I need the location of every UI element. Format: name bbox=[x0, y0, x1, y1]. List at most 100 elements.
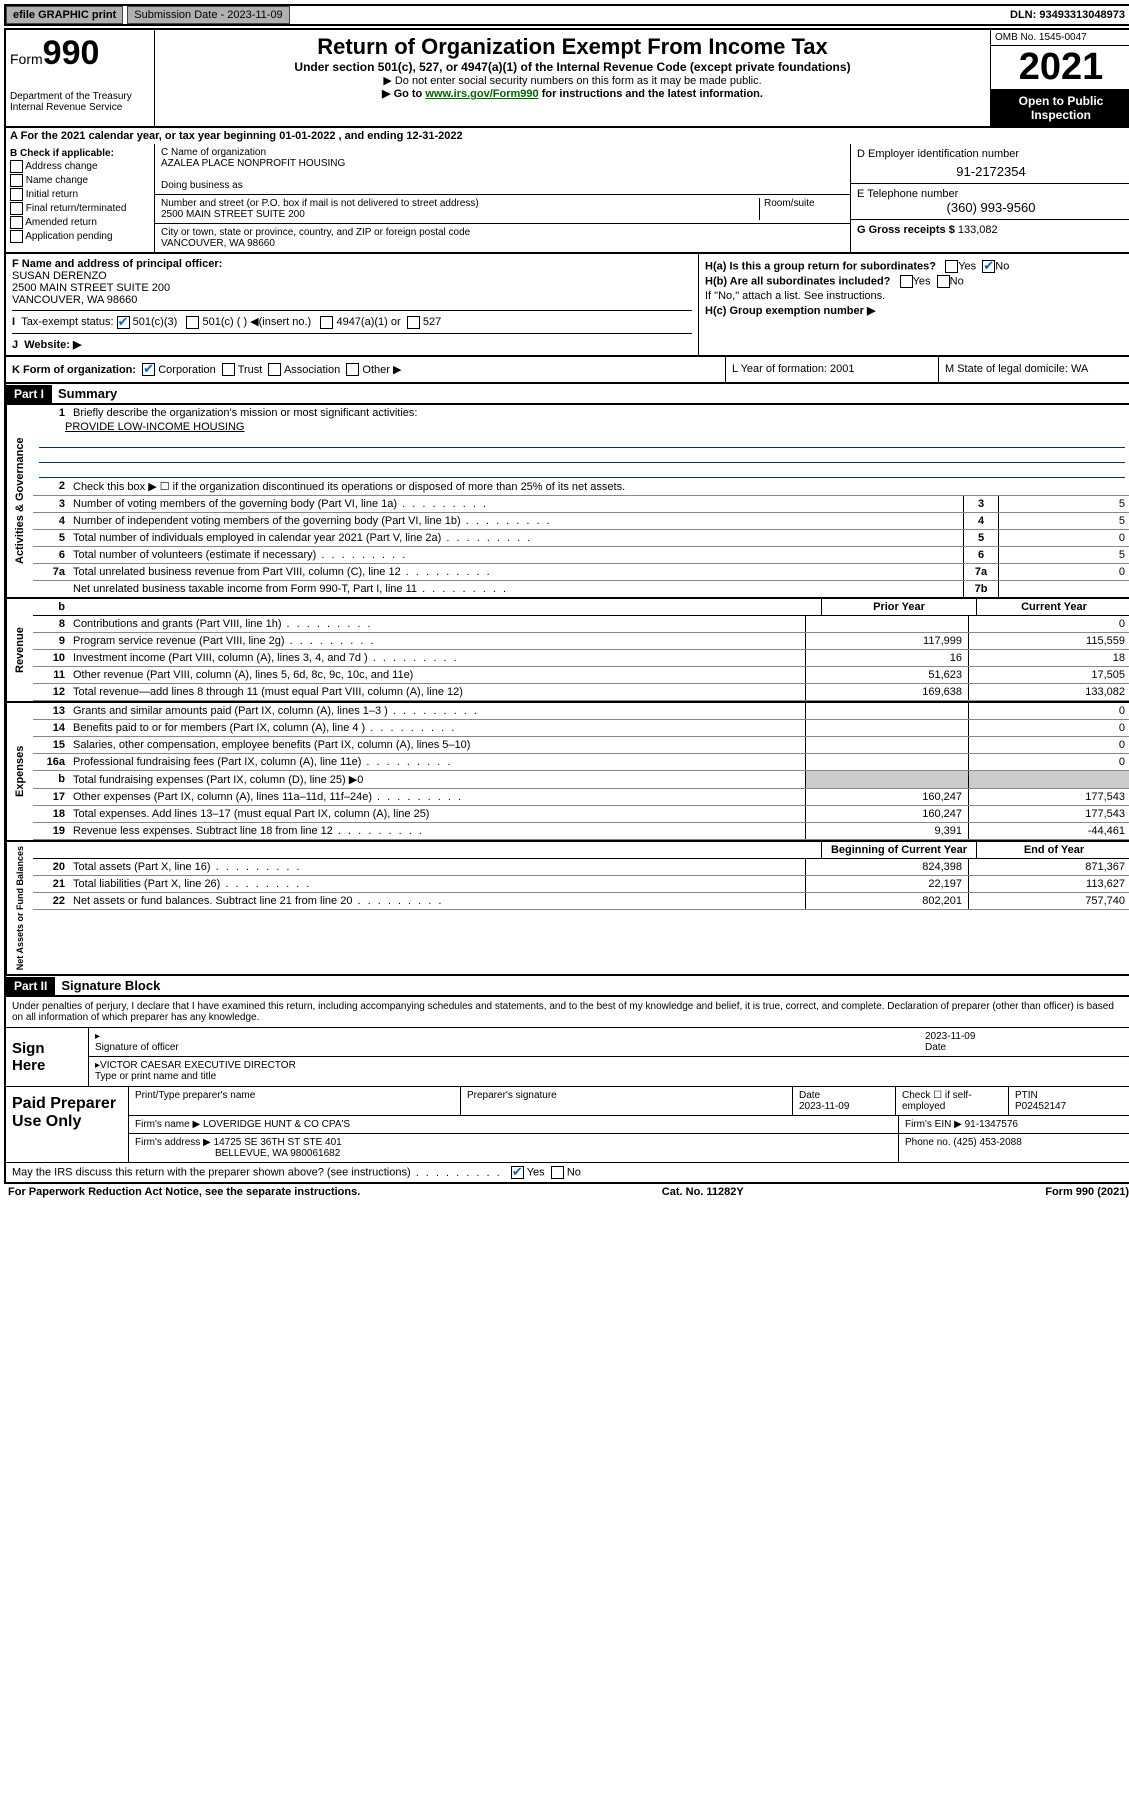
lbl-527: 527 bbox=[423, 316, 441, 328]
sig-officer-label: Signature of officer bbox=[95, 1042, 179, 1053]
p14 bbox=[805, 720, 968, 736]
org-name: AZALEA PLACE NONPROFIT HOUSING bbox=[161, 158, 844, 169]
lbl-4947: 4947(a)(1) or bbox=[336, 316, 400, 328]
form-title: Return of Organization Exempt From Incom… bbox=[159, 34, 986, 60]
efile-print-button[interactable]: efile GRAPHIC print bbox=[6, 6, 123, 24]
cb-ha-yes[interactable] bbox=[945, 260, 958, 273]
v3: 5 bbox=[998, 496, 1129, 512]
form-number: 990 bbox=[43, 34, 100, 72]
c10: 18 bbox=[968, 650, 1129, 666]
cb-501c[interactable] bbox=[186, 316, 199, 329]
part1-title: Summary bbox=[52, 384, 123, 403]
ha-label: H(a) Is this a group return for subordin… bbox=[705, 260, 936, 272]
may-irs-text: May the IRS discuss this return with the… bbox=[12, 1167, 502, 1179]
c17: 177,543 bbox=[968, 789, 1129, 805]
form-subtitle: Under section 501(c), 527, or 4947(a)(1)… bbox=[159, 60, 986, 74]
cb-hb-yes[interactable] bbox=[900, 275, 913, 288]
p22: 802,201 bbox=[805, 893, 968, 909]
instructions-link[interactable]: www.irs.gov/Form990 bbox=[425, 88, 538, 100]
expenses-block: Expenses 13Grants and similar amounts pa… bbox=[4, 703, 1129, 842]
cb-name-change[interactable] bbox=[10, 174, 23, 187]
firm-name: LOVERIDGE HUNT & CO CPA'S bbox=[203, 1119, 350, 1130]
cb-may-irs-yes[interactable] bbox=[511, 1166, 524, 1179]
cb-label-6: Application pending bbox=[25, 231, 112, 242]
declaration-text: Under penalties of perjury, I declare th… bbox=[6, 997, 1129, 1027]
q9: Program service revenue (Part VIII, line… bbox=[69, 633, 805, 649]
cb-assoc[interactable] bbox=[268, 363, 281, 376]
v5: 0 bbox=[998, 530, 1129, 546]
firm-ein-label: Firm's EIN ▶ bbox=[905, 1119, 962, 1130]
cb-final-return[interactable] bbox=[10, 202, 23, 215]
q22: Net assets or fund balances. Subtract li… bbox=[69, 893, 805, 909]
website-label: Website: ▶ bbox=[24, 339, 81, 351]
cb-label-1: Address change bbox=[25, 161, 97, 172]
cb-trust[interactable] bbox=[222, 363, 235, 376]
p13 bbox=[805, 703, 968, 719]
tax-year: 2021 bbox=[991, 46, 1129, 90]
hb-note: If "No," attach a list. See instructions… bbox=[705, 290, 1125, 302]
officer-addr1: 2500 MAIN STREET SUITE 200 bbox=[12, 282, 692, 294]
type-label: Type or print name and title bbox=[95, 1071, 216, 1082]
cb-ha-no[interactable] bbox=[982, 260, 995, 273]
sign-here-label: Sign Here bbox=[6, 1028, 89, 1086]
instr-2-post: for instructions and the latest informat… bbox=[539, 88, 763, 100]
cb-corp[interactable] bbox=[142, 363, 155, 376]
q7b: Net unrelated business taxable income fr… bbox=[69, 581, 963, 597]
current-year-hdr: Current Year bbox=[976, 599, 1129, 615]
footer-mid: Cat. No. 11282Y bbox=[662, 1186, 744, 1198]
officer-typed: VICTOR CAESAR EXECUTIVE DIRECTOR bbox=[100, 1060, 296, 1071]
v7a: 0 bbox=[998, 564, 1129, 580]
form-label: Form bbox=[10, 51, 43, 67]
cb-may-irs-no[interactable] bbox=[551, 1166, 564, 1179]
p16a bbox=[805, 754, 968, 770]
p11: 51,623 bbox=[805, 667, 968, 683]
sig-date: 2023-11-09 bbox=[925, 1031, 975, 1042]
footer-left: For Paperwork Reduction Act Notice, see … bbox=[8, 1186, 360, 1198]
lbl-501c3: 501(c)(3) bbox=[133, 316, 178, 328]
governance-vert-label: Activities & Governance bbox=[6, 405, 33, 597]
cb-app-pending[interactable] bbox=[10, 230, 23, 243]
part1-label: Part I bbox=[6, 385, 52, 403]
firm-name-label: Firm's name ▶ bbox=[135, 1119, 200, 1130]
p19: 9,391 bbox=[805, 823, 968, 839]
c22: 757,740 bbox=[968, 893, 1129, 909]
prep-date-label: Date bbox=[799, 1090, 820, 1101]
v6: 5 bbox=[998, 547, 1129, 563]
cb-527[interactable] bbox=[407, 316, 420, 329]
c19: -44,461 bbox=[968, 823, 1129, 839]
footer-right: Form 990 (2021) bbox=[1045, 1186, 1129, 1198]
mission-text: PROVIDE LOW-INCOME HOUSING bbox=[33, 421, 1129, 433]
prior-year-hdr: Prior Year bbox=[821, 599, 976, 615]
q10: Investment income (Part VIII, column (A)… bbox=[69, 650, 805, 666]
v4: 5 bbox=[998, 513, 1129, 529]
p21: 22,197 bbox=[805, 876, 968, 892]
lbl-no3: No bbox=[567, 1167, 581, 1179]
governance-block: Activities & Governance 1 Briefly descri… bbox=[4, 405, 1129, 599]
q3: Number of voting members of the governin… bbox=[69, 496, 963, 512]
q5: Total number of individuals employed in … bbox=[69, 530, 963, 546]
q17: Other expenses (Part IX, column (A), lin… bbox=[69, 789, 805, 805]
cb-501c3[interactable] bbox=[117, 316, 130, 329]
firm-addr-label: Firm's address ▶ bbox=[135, 1137, 211, 1148]
signature-block: Under penalties of perjury, I declare th… bbox=[4, 997, 1129, 1184]
cb-amended[interactable] bbox=[10, 216, 23, 229]
firm-phone: (425) 453-2088 bbox=[953, 1137, 1021, 1148]
check-self: Check ☐ if self-employed bbox=[896, 1087, 1009, 1115]
d-ein-label: D Employer identification number bbox=[857, 148, 1125, 160]
c11: 17,505 bbox=[968, 667, 1129, 683]
cb-initial-return[interactable] bbox=[10, 188, 23, 201]
top-bar: efile GRAPHIC print Submission Date - 20… bbox=[4, 4, 1129, 26]
netassets-vert-label: Net Assets or Fund Balances bbox=[6, 842, 33, 974]
q7a: Total unrelated business revenue from Pa… bbox=[69, 564, 963, 580]
cb-label-5: Amended return bbox=[25, 217, 97, 228]
city-state-zip: VANCOUVER, WA 98660 bbox=[161, 238, 844, 249]
cb-other[interactable] bbox=[346, 363, 359, 376]
p15 bbox=[805, 737, 968, 753]
city-label: City or town, state or province, country… bbox=[161, 227, 844, 238]
cb-address-change[interactable] bbox=[10, 160, 23, 173]
date-label: Date bbox=[925, 1042, 946, 1053]
tax-year-text: For the 2021 calendar year, or tax year … bbox=[21, 130, 463, 142]
paid-preparer-label: Paid Preparer Use Only bbox=[6, 1087, 129, 1162]
cb-hb-no[interactable] bbox=[937, 275, 950, 288]
cb-4947[interactable] bbox=[320, 316, 333, 329]
